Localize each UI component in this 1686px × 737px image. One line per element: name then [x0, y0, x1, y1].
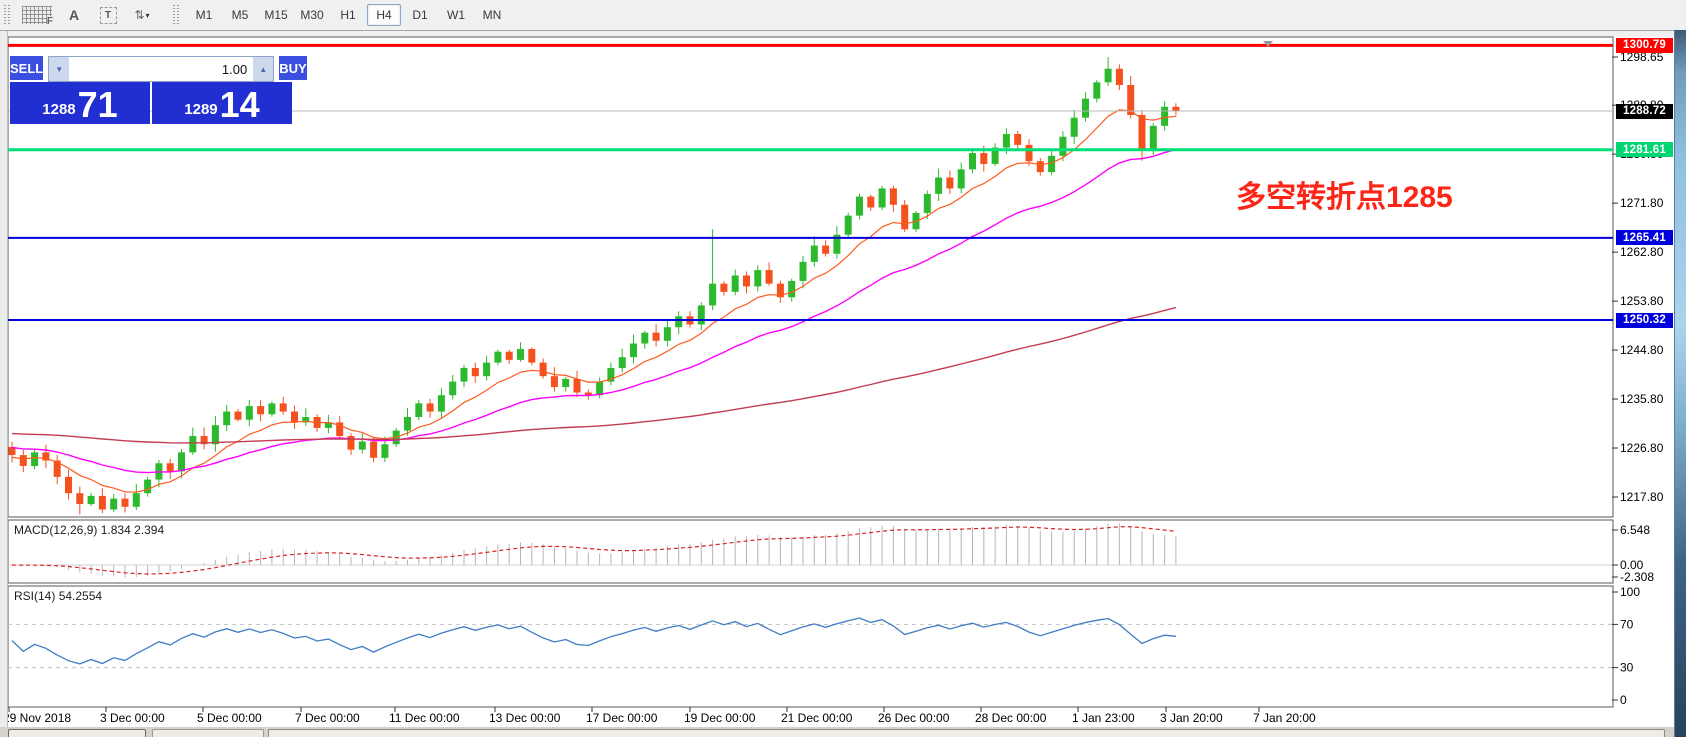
annotation-text: 多空转折点1285 [1236, 181, 1453, 214]
bid-price-big: 71 [77, 84, 118, 125]
svg-text:13 Dec 00:00: 13 Dec 00:00 [489, 711, 561, 725]
chart-symbol-period: XAUUSD,H4 [24, 40, 94, 54]
svg-text:19 Dec 00:00: 19 Dec 00:00 [684, 711, 756, 725]
triangle-marker-icon: ▲ [10, 43, 19, 53]
svg-text:7 Jan 20:00: 7 Jan 20:00 [1253, 711, 1316, 725]
rsi-label: RSI(14) 54.2554 [14, 589, 103, 603]
tf-H1[interactable]: H1 [340, 8, 356, 22]
window-right-border[interactable] [1674, 30, 1686, 737]
tf-H4[interactable]: H4 [367, 4, 401, 26]
svg-text:0.00: 0.00 [1620, 558, 1644, 572]
price-label: 1250.32 [1616, 312, 1673, 328]
chart-tab[interactable] [152, 729, 264, 737]
svg-text:17 Dec 00:00: 17 Dec 00:00 [586, 711, 658, 725]
macd-label: MACD(12,26,9) 1.834 2.394 [14, 523, 165, 537]
tf-M5[interactable]: M5 [231, 8, 249, 22]
svg-text:5 Dec 00:00: 5 Dec 00:00 [197, 711, 262, 725]
svg-text:1226.80: 1226.80 [1620, 441, 1664, 455]
svg-text:29 Nov 2018: 29 Nov 2018 [3, 711, 71, 725]
svg-text:11 Dec 00:00: 11 Dec 00:00 [389, 711, 460, 725]
ask-price-big: 14 [219, 84, 260, 125]
chart-tab[interactable] [8, 729, 146, 737]
ask-price-small: 1289 [184, 101, 218, 118]
tf-M15[interactable]: M15 [264, 8, 288, 22]
price-label: 1288.72 [1616, 103, 1673, 119]
status-cell [268, 729, 1665, 737]
text-box-icon[interactable]: T [91, 3, 125, 27]
chevron-down-icon: ▾ [145, 10, 150, 20]
tf-MN[interactable]: MN [482, 8, 502, 22]
svg-text:1244.80: 1244.80 [1620, 343, 1664, 357]
window-left-border [0, 30, 8, 737]
svg-text:1253.80: 1253.80 [1620, 294, 1664, 308]
text-label-icon[interactable]: A [57, 3, 91, 27]
one-click-trade-panel: SELL ▼ ▲ BUY 1288 71 1289 14 [10, 56, 307, 124]
svg-text:1 Jan 23:00: 1 Jan 23:00 [1072, 711, 1135, 725]
tf-D1[interactable]: D1 [412, 8, 428, 22]
sell-button[interactable]: SELL [10, 56, 44, 82]
svg-text:-2.308: -2.308 [1620, 570, 1654, 584]
tf-W1[interactable]: W1 [447, 8, 465, 22]
svg-text:70: 70 [1620, 617, 1634, 631]
svg-text:1217.80: 1217.80 [1620, 490, 1664, 504]
svg-text:6.548: 6.548 [1620, 523, 1650, 537]
toolbar-grip-2[interactable] [173, 5, 180, 25]
svg-text:1235.80: 1235.80 [1620, 392, 1664, 406]
ask-price-display[interactable]: 1289 14 [152, 82, 292, 124]
svg-text:1262.80: 1262.80 [1620, 245, 1664, 259]
volume-group: ▼ ▲ [48, 56, 275, 82]
chart-tab-bar [0, 727, 1686, 737]
tf-M1[interactable]: M1 [195, 8, 213, 22]
svg-text:1271.80: 1271.80 [1620, 196, 1664, 210]
bid-price-display[interactable]: 1288 71 [10, 82, 150, 124]
buy-button[interactable]: BUY [279, 56, 307, 82]
toolbar: F A T ⇅ ▾ M1 M5 M15 M30 H1 H4 D1 W1 MN [0, 0, 1686, 31]
price-label: 1300.79 [1616, 37, 1673, 53]
letter-t-icon: T [99, 6, 117, 24]
tf-M30[interactable]: M30 [300, 8, 324, 22]
svg-text:30: 30 [1620, 661, 1634, 675]
volume-input[interactable] [69, 57, 254, 81]
volume-increase-button[interactable]: ▲ [253, 57, 274, 81]
svg-text:26 Dec 00:00: 26 Dec 00:00 [878, 711, 950, 725]
svg-text:7 Dec 00:00: 7 Dec 00:00 [295, 711, 360, 725]
chart-title: ▲ XAUUSD,H4 1288.70 1288.72 1288.70 1288.… [10, 40, 284, 54]
price-label: 1265.41 [1616, 230, 1673, 246]
svg-text:0: 0 [1620, 693, 1627, 707]
svg-text:3 Jan 20:00: 3 Jan 20:00 [1160, 711, 1223, 725]
toolbar-grip[interactable] [4, 5, 11, 25]
svg-text:21 Dec 00:00: 21 Dec 00:00 [781, 711, 853, 725]
arrows-icon: ⇅ [134, 8, 144, 22]
svg-text:100: 100 [1620, 585, 1640, 599]
chart-ohlc-quotes: 1288.70 1288.72 1288.70 1288.72 [100, 40, 284, 54]
letter-a-icon: A [68, 7, 80, 23]
svg-text:28 Dec 00:00: 28 Dec 00:00 [975, 711, 1047, 725]
timeframe-buttons: M1 M5 M15 M30 H1 H4 D1 W1 MN [186, 4, 510, 26]
bid-price-small: 1288 [42, 101, 76, 118]
svg-text:3 Dec 00:00: 3 Dec 00:00 [100, 711, 165, 725]
grid-f-icon[interactable]: F [17, 3, 57, 27]
arrows-dropdown-button[interactable]: ⇅ ▾ [125, 3, 159, 27]
volume-decrease-button[interactable]: ▼ [49, 57, 70, 81]
grid-icon: F [22, 6, 53, 27]
price-label: 1281.61 [1616, 142, 1673, 158]
